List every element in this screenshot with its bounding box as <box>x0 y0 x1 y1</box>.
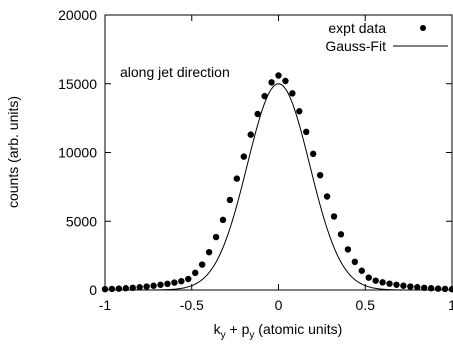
data-point <box>303 128 310 136</box>
data-point <box>247 131 254 138</box>
legend-label-expt-data: expt data <box>328 20 386 36</box>
data-point <box>219 216 227 224</box>
data-point <box>358 267 365 274</box>
data-point <box>310 150 317 158</box>
data-point <box>178 278 185 285</box>
x-tick-label: 0 <box>275 297 283 313</box>
data-point <box>198 261 206 268</box>
data-point <box>212 233 220 241</box>
data-point <box>316 171 324 179</box>
y-tick-label: 15000 <box>58 76 97 92</box>
data-point <box>282 77 289 85</box>
data-point <box>351 258 359 266</box>
data-point <box>122 285 130 292</box>
plot-frame <box>104 14 453 291</box>
data-point <box>323 193 331 200</box>
data-point <box>337 231 345 238</box>
data-point <box>185 275 192 283</box>
data-point <box>108 285 116 293</box>
data-point <box>289 90 296 97</box>
x-tick-label: -1 <box>99 297 112 313</box>
data-point <box>254 110 261 118</box>
data-point <box>143 283 150 290</box>
legend-label-gauss-fit: Gauss-Fit <box>325 38 386 54</box>
y-axis-label: counts (arb. units) <box>5 96 21 208</box>
legend: expt data Gauss-Fit <box>325 20 448 54</box>
data-point <box>115 285 123 292</box>
data-point <box>407 283 414 290</box>
y-tick-label: 10000 <box>58 145 97 161</box>
data-point <box>164 280 171 288</box>
y-tick-label: 0 <box>89 282 97 298</box>
x-tick-label: 1 <box>448 297 453 313</box>
data-point <box>421 284 428 291</box>
data-point <box>434 285 442 292</box>
y-tick-label: 20000 <box>58 7 97 23</box>
y-tick-label: 5000 <box>66 213 97 229</box>
x-tick-label: 0.5 <box>356 297 376 313</box>
data-point <box>233 175 241 182</box>
data-point <box>226 196 234 204</box>
data-point <box>275 72 282 79</box>
x-tick-label: -0.5 <box>180 297 204 313</box>
data-point <box>400 282 407 289</box>
data-point <box>427 285 435 292</box>
y-tick-labels: 0 5000 10000 15000 20000 <box>58 7 97 298</box>
data-point <box>414 284 421 291</box>
data-point <box>101 285 109 293</box>
data-point <box>205 248 213 256</box>
data-point <box>386 280 393 287</box>
x-axis-label: ky + py (atomic units) <box>214 321 343 341</box>
data-point <box>344 246 352 253</box>
data-point <box>393 281 400 288</box>
data-point <box>330 213 338 220</box>
data-point <box>192 269 199 277</box>
data-point <box>268 79 275 86</box>
data-point <box>261 92 268 100</box>
data-point <box>365 274 372 281</box>
data-point <box>448 285 453 293</box>
data-point <box>171 279 178 286</box>
legend-marker-expt-data <box>420 25 426 31</box>
data-point <box>240 153 247 160</box>
data-point <box>136 284 143 291</box>
gauss-fit-line <box>105 83 452 291</box>
data-point <box>296 108 303 115</box>
data-point <box>379 279 386 286</box>
annotation-text: along jet direction <box>120 64 230 80</box>
x-tick-labels: -1 -0.5 0 0.5 1 <box>99 297 453 313</box>
data-point <box>372 277 379 284</box>
data-point <box>150 282 157 289</box>
data-point <box>157 281 164 288</box>
axis-ticks <box>104 14 453 291</box>
data-points <box>101 72 453 293</box>
data-point <box>129 284 136 291</box>
data-point <box>441 285 449 293</box>
